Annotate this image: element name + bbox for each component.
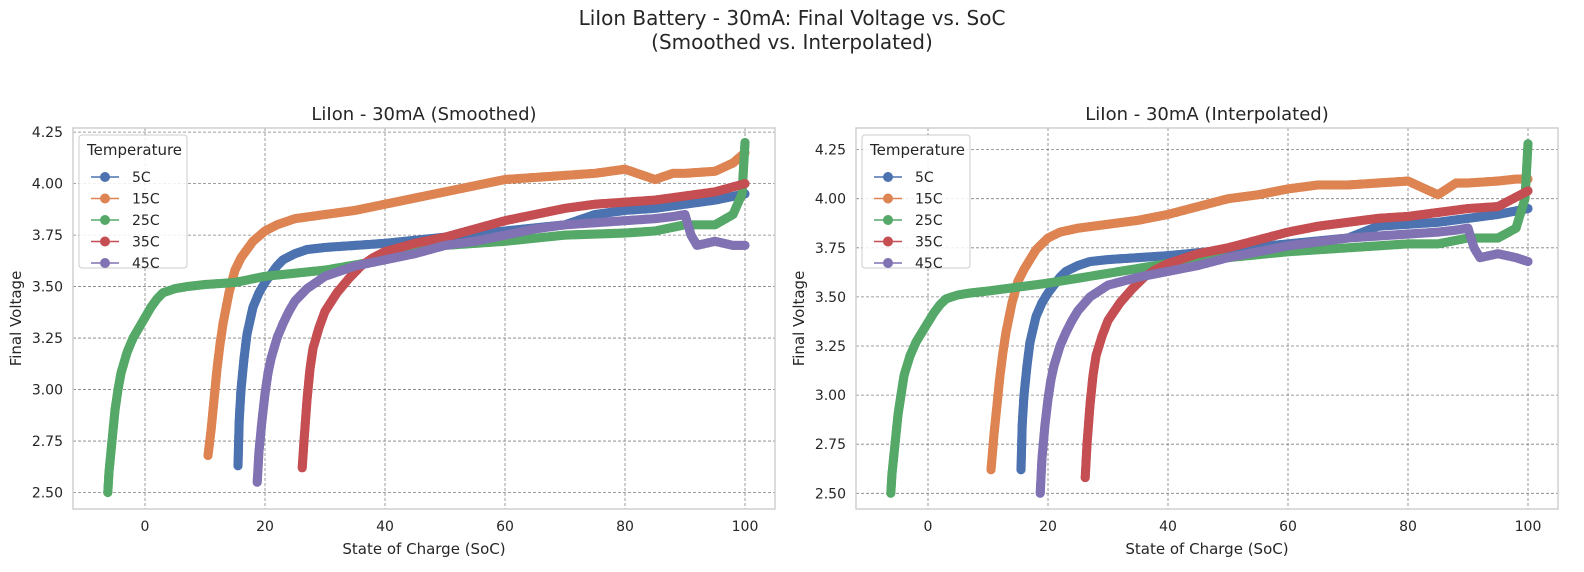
y-tick-label: 4.00 [815, 192, 846, 208]
y-tick-label: 3.00 [815, 388, 846, 404]
legend: Temperature 5C 15C 25C 35C 45C [861, 134, 971, 272]
legend-entry-15c: 15C [91, 192, 160, 208]
data-point [740, 240, 750, 250]
x-tick-label: 0 [141, 519, 150, 535]
series-15c [986, 174, 1533, 475]
x-tick-label: 20 [1039, 519, 1057, 535]
plot-frame [855, 127, 1559, 510]
legend-box [861, 134, 971, 269]
legend-entry-25c: 25C [874, 213, 943, 229]
legend-entry-35c: 35C [91, 235, 160, 251]
legend-title: Temperature [86, 141, 182, 159]
legend-label: 45C [132, 256, 160, 272]
x-tick-label: 40 [376, 519, 394, 535]
figure-title: LiIon Battery - 30mA: Final Voltage vs. … [0, 6, 1584, 54]
legend-marker [883, 193, 893, 204]
legend-marker [100, 236, 110, 247]
legend-title: Temperature [869, 141, 965, 159]
legend-marker [100, 258, 110, 268]
series-group [103, 137, 750, 498]
data-point [1523, 139, 1533, 149]
chart-interpolated: 0 20 40 60 80 100 2.50 2.75 3.00 3.25 3.50 3.75 4.00… [792, 104, 1559, 558]
x-tick-label: 20 [256, 519, 274, 535]
series-15c [203, 148, 750, 461]
legend: Temperature 5C 15C 25C 35C 45C [78, 134, 188, 272]
legend-entry-5c: 5C [874, 170, 934, 186]
series-45c [1035, 223, 1533, 498]
chart-title: LiIon - 30mA (Interpolated) [1085, 104, 1329, 125]
y-tick-label: 2.75 [32, 434, 63, 450]
data-point [740, 137, 750, 148]
y-tick-label: 3.50 [815, 290, 846, 306]
y-axis-label: Final Voltage [792, 271, 808, 367]
grid [73, 128, 775, 509]
x-tick-label: 80 [1399, 519, 1417, 535]
x-tick-label: 80 [616, 519, 634, 535]
y-tick-label: 4.00 [32, 177, 63, 193]
x-tick-label: 60 [496, 519, 514, 535]
plot-frame [72, 127, 776, 510]
legend-label: 25C [132, 213, 160, 229]
series-35c [297, 179, 750, 473]
legend-label: 45C [915, 256, 943, 272]
legend-marker [100, 215, 110, 225]
legend-label: 5C [132, 170, 151, 186]
legend-label: 15C [132, 192, 160, 208]
x-tick-label: 60 [1279, 519, 1297, 535]
data-point [1523, 186, 1533, 196]
figure-title-line2: (Smoothed vs. Interpolated) [651, 30, 933, 54]
legend-entry-5c: 5C [91, 170, 151, 186]
x-tick-label: 0 [924, 519, 933, 535]
y-tick-label: 2.50 [815, 486, 846, 502]
legend-marker [100, 193, 110, 204]
figure-title-line1: LiIon Battery - 30mA: Final Voltage vs. … [578, 6, 1006, 30]
series-35c [1080, 186, 1533, 483]
legend-box [78, 134, 188, 269]
legend-marker [883, 215, 893, 225]
chart-title: LiIon - 30mA (Smoothed) [311, 104, 536, 125]
x-axis-label: State of Charge (SoC) [1125, 540, 1288, 558]
legend-entry-45c: 45C [91, 256, 160, 272]
legend-entry-35c: 35C [874, 235, 943, 251]
legend-label: 35C [915, 235, 943, 251]
chart-smoothed: 0 20 40 60 80 100 2.50 2.75 3.00 3.25 3.50 3.75 4.00… [7, 104, 776, 558]
legend-entry-25c: 25C [91, 213, 160, 229]
y-tick-label: 3.75 [815, 241, 846, 257]
data-point [740, 179, 750, 189]
legend-label: 15C [915, 192, 943, 208]
legend-entry-15c: 15C [874, 192, 943, 208]
y-tick-label: 4.25 [32, 125, 63, 141]
y-tick-label: 3.25 [815, 339, 846, 355]
x-tick-label: 40 [1159, 519, 1177, 535]
y-tick-label: 3.75 [32, 228, 63, 244]
y-tick-label: 3.25 [32, 331, 63, 347]
legend-marker [883, 236, 893, 247]
data-point [1523, 256, 1533, 267]
y-tick-label: 2.50 [32, 486, 63, 502]
y-tick-label: 4.25 [815, 143, 846, 159]
legend-marker [883, 258, 893, 268]
y-tick-label: 3.50 [32, 280, 63, 296]
legend-label: 25C [915, 213, 943, 229]
x-tick-label: 100 [1515, 519, 1542, 535]
y-tick-label: 3.00 [32, 383, 63, 399]
y-axis-label: Final Voltage [7, 271, 25, 367]
series-45c [252, 209, 750, 487]
legend-label: 5C [915, 170, 934, 186]
legend-marker [883, 172, 893, 182]
x-axis-label: State of Charge (SoC) [342, 540, 505, 558]
series-group [886, 139, 1533, 498]
legend-label: 35C [132, 235, 160, 251]
x-tick-label: 100 [732, 519, 759, 535]
y-tick-label: 2.75 [815, 437, 846, 453]
legend-marker [100, 172, 110, 182]
legend-entry-45c: 45C [874, 256, 943, 272]
